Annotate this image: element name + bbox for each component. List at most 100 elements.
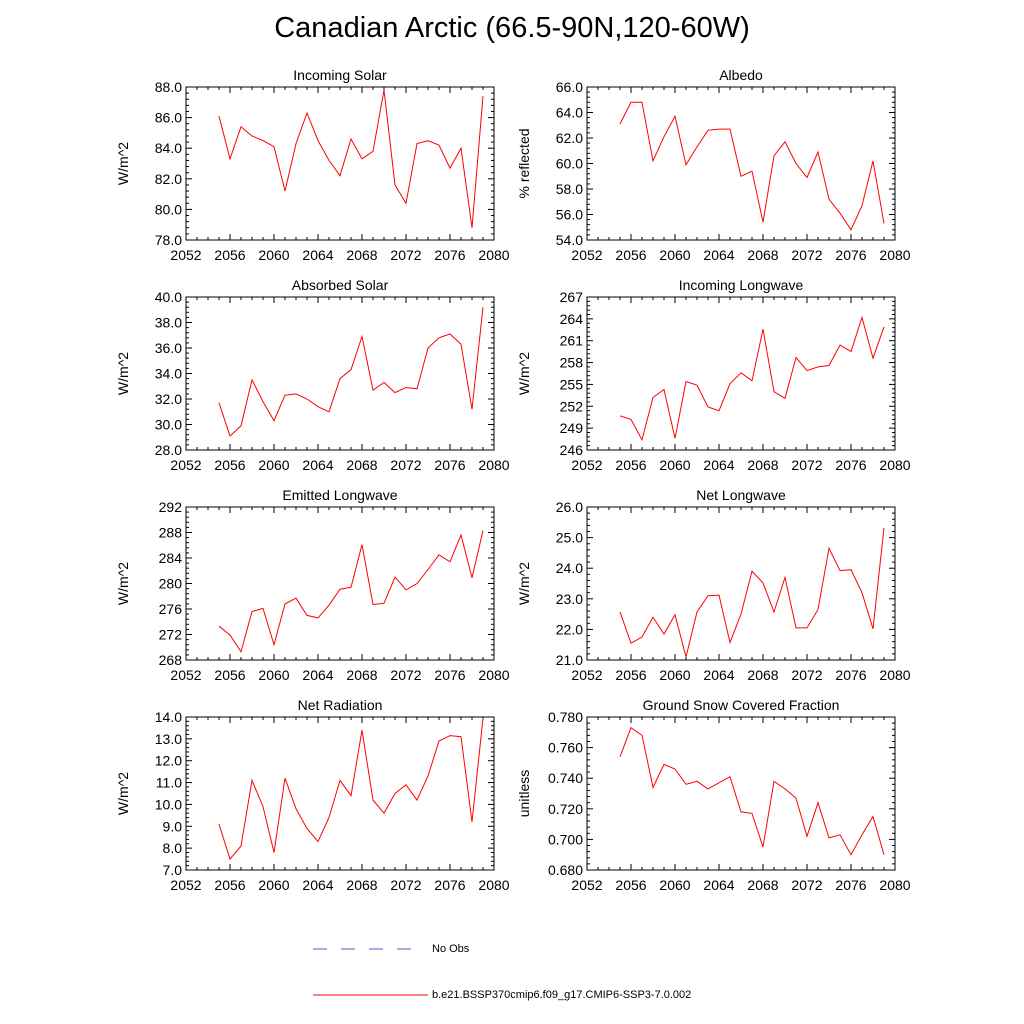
panel-8-xtick-label: 2052 — [571, 877, 602, 893]
panel-1-ytick-label: 82.0 — [155, 171, 182, 187]
panel-1-ytick-label: 78.0 — [155, 232, 182, 248]
panel-1-ytick-label: 88.0 — [155, 79, 182, 95]
panel-5-xtick-label: 2064 — [302, 667, 333, 683]
panel-8-xtick-label: 2060 — [659, 877, 690, 893]
panel-3-series-line — [218, 307, 484, 437]
panel-7-ytick-label: 14.0 — [155, 709, 182, 725]
panel-8-ytick-label: 0.680 — [548, 862, 583, 878]
panel-8-xtick-label: 2076 — [835, 877, 866, 893]
panel-7-xtick-label: 2076 — [434, 877, 465, 893]
panel-5-xtick-label: 2072 — [390, 667, 421, 683]
panel-6-xtick-label: 2080 — [879, 667, 910, 683]
panel-2-xtick-label: 2072 — [791, 247, 822, 263]
panel-3-xtick-label: 2076 — [434, 457, 465, 473]
panel-6-ytick-label: 25.0 — [556, 530, 583, 546]
panel-4-xtick-label: 2072 — [791, 457, 822, 473]
panel-6-xtick-label: 2060 — [659, 667, 690, 683]
panel-7-xtick-label: 2060 — [258, 877, 289, 893]
panel-6-ytick-label: 22.0 — [556, 621, 583, 637]
panel-5-ytick-label: 280 — [159, 576, 183, 592]
panel-3-xtick-label: 2056 — [214, 457, 245, 473]
panel-5-xtick-label: 2076 — [434, 667, 465, 683]
panel-2-ytick-label: 58.0 — [556, 181, 583, 197]
panel-3-ylabel: W/m^2 — [115, 352, 131, 395]
panel-8-xtick-label: 2068 — [747, 877, 778, 893]
panel-4-ytick-label: 258 — [560, 355, 584, 371]
panel-7-ytick-label: 9.0 — [163, 818, 183, 834]
panel-2-series-line — [619, 101, 885, 231]
panel-5-ytick-label: 276 — [159, 601, 183, 617]
panel-6-ylabel: W/m^2 — [516, 562, 532, 605]
panel-4-ytick-label: 255 — [560, 376, 584, 392]
panel-6-xtick-label: 2064 — [703, 667, 734, 683]
panel-8-title: Ground Snow Covered Fraction — [643, 697, 840, 713]
panel-1-series-line — [218, 90, 484, 228]
panel-5-ytick-label: 268 — [159, 652, 183, 668]
panel-4-xtick-label: 2076 — [835, 457, 866, 473]
panel-3-ytick-label: 34.0 — [155, 366, 182, 382]
panel-7-ytick-label: 7.0 — [163, 862, 183, 878]
panel-3-title: Absorbed Solar — [292, 277, 389, 293]
panel-6-ytick-label: 21.0 — [556, 652, 583, 668]
panel-1-ytick-label: 80.0 — [155, 201, 182, 217]
panel-4-xtick-label: 2056 — [615, 457, 646, 473]
panel-4-ytick-label: 252 — [560, 398, 584, 414]
panel-4-title: Incoming Longwave — [679, 277, 804, 293]
panel-2-frame — [586, 86, 896, 241]
panel-6-title: Net Longwave — [696, 487, 786, 503]
panel-5-frame — [185, 506, 495, 661]
panel-6-series-line — [619, 527, 885, 658]
panel-3-ytick-label: 38.0 — [155, 315, 182, 331]
panel-1-xtick-label: 2064 — [302, 247, 333, 263]
panel-4-ytick-label: 264 — [560, 311, 584, 327]
panel-5-ytick-label: 284 — [159, 550, 183, 566]
panel-7-ytick-label: 12.0 — [155, 753, 182, 769]
panel-4-xtick-label: 2060 — [659, 457, 690, 473]
panel-7-xtick-label: 2064 — [302, 877, 333, 893]
panel-4-series-line — [619, 315, 885, 442]
panel-1-xtick-label: 2072 — [390, 247, 421, 263]
panel-2-xtick-label: 2060 — [659, 247, 690, 263]
panel-3-ytick-label: 40.0 — [155, 289, 182, 305]
panel-2-ytick-label: 62.0 — [556, 130, 583, 146]
panel-2-ytick-label: 60.0 — [556, 156, 583, 172]
panel-1-xtick-label: 2076 — [434, 247, 465, 263]
panel-2-xtick-label: 2052 — [571, 247, 602, 263]
panel-6-frame — [586, 506, 896, 661]
panel-4-xtick-label: 2080 — [879, 457, 910, 473]
panel-3-ytick-label: 36.0 — [155, 340, 182, 356]
panel-4-xtick-label: 2064 — [703, 457, 734, 473]
panel-3-xtick-label: 2068 — [346, 457, 377, 473]
panel-8-ytick-label: 0.780 — [548, 709, 583, 725]
panel-1-xtick-label: 2060 — [258, 247, 289, 263]
panel-7-ylabel: W/m^2 — [115, 772, 131, 815]
panel-3-frame — [185, 296, 495, 451]
panel-8-ytick-label: 0.740 — [548, 770, 583, 786]
panel-2-xtick-label: 2064 — [703, 247, 734, 263]
panel-3-xtick-label: 2060 — [258, 457, 289, 473]
panel-7-xtick-label: 2072 — [390, 877, 421, 893]
panel-6-xtick-label: 2072 — [791, 667, 822, 683]
panel-4-ytick-label: 249 — [560, 420, 584, 436]
panel-5-ytick-label: 272 — [159, 627, 183, 643]
panel-1-ytick-label: 84.0 — [155, 140, 182, 156]
panel-7-xtick-label: 2056 — [214, 877, 245, 893]
panel-4-xtick-label: 2052 — [571, 457, 602, 473]
panel-1-xtick-label: 2056 — [214, 247, 245, 263]
panel-2-xtick-label: 2056 — [615, 247, 646, 263]
panel-6-ytick-label: 26.0 — [556, 499, 583, 515]
panel-7-xtick-label: 2052 — [170, 877, 201, 893]
panel-2-title: Albedo — [719, 67, 763, 83]
panel-4-xtick-label: 2068 — [747, 457, 778, 473]
panel-6-xtick-label: 2052 — [571, 667, 602, 683]
panel-2-xtick-label: 2076 — [835, 247, 866, 263]
panel-3-ytick-label: 30.0 — [155, 417, 182, 433]
panel-7-xtick-label: 2080 — [478, 877, 509, 893]
panel-3-ytick-label: 28.0 — [155, 442, 182, 458]
panel-1-xtick-label: 2068 — [346, 247, 377, 263]
panel-3-xtick-label: 2052 — [170, 457, 201, 473]
panel-3-xtick-label: 2080 — [478, 457, 509, 473]
panel-5-ytick-label: 292 — [159, 499, 183, 515]
panel-8-ylabel: unitless — [516, 770, 532, 817]
panel-5-series-line — [218, 530, 484, 653]
